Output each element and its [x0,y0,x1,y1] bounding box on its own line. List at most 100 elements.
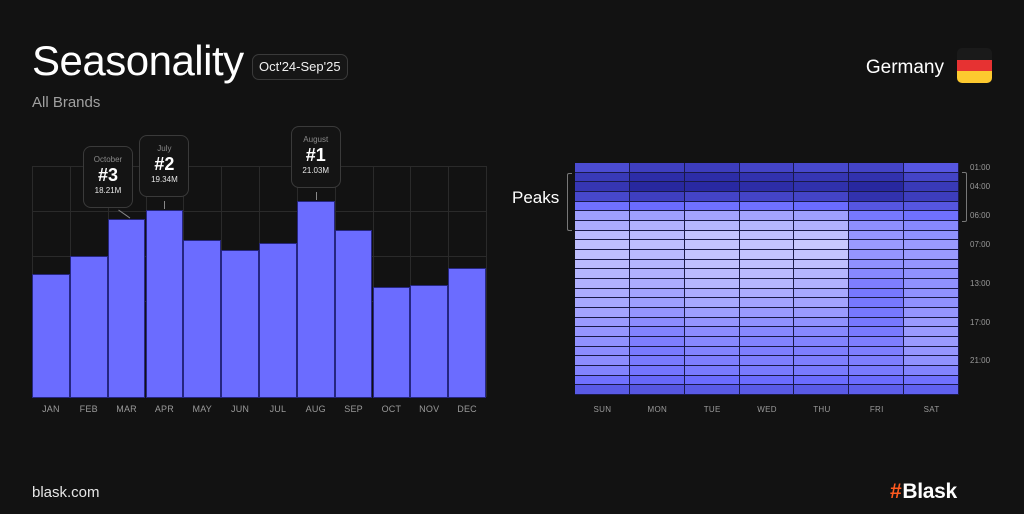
bar-sep[interactable] [334,230,373,398]
heatmap-cell[interactable] [904,298,959,308]
heatmap-cell[interactable] [684,201,740,212]
heatmap-cell[interactable] [684,230,740,241]
bar-feb[interactable] [69,255,108,399]
heatmap-cell[interactable] [904,337,959,347]
heatmap-cell[interactable] [575,230,630,241]
heatmap-cell[interactable] [739,182,795,192]
heatmap-cell[interactable] [849,317,905,328]
heatmap-cell[interactable] [739,337,795,347]
heatmap-cell[interactable] [849,327,905,337]
heatmap-cell[interactable] [629,356,685,366]
heatmap-cell[interactable] [575,346,630,357]
heatmap-cell[interactable] [849,346,905,357]
heatmap-cell[interactable] [904,366,959,376]
heatmap-cell[interactable] [575,308,630,318]
heatmap-cell[interactable] [684,346,740,357]
heatmap-cell[interactable] [629,385,685,395]
heatmap-cell[interactable] [575,211,630,221]
heatmap-cell[interactable] [849,172,905,183]
heatmap-cell[interactable] [794,346,850,357]
heatmap-cell[interactable] [629,317,685,328]
bar-mar[interactable] [107,219,146,398]
heatmap-cell[interactable] [739,385,795,395]
heatmap-cell[interactable] [575,259,630,270]
heatmap-cell[interactable] [629,259,685,270]
bar-nov[interactable] [410,284,449,399]
heatmap-cell[interactable] [629,337,685,347]
heatmap-cell[interactable] [794,211,850,221]
heatmap-cell[interactable] [629,279,685,289]
heatmap-cell[interactable] [739,298,795,308]
heatmap-cell[interactable] [575,356,630,366]
heatmap-cell[interactable] [684,279,740,289]
heatmap-cell[interactable] [794,356,850,366]
heatmap-cell[interactable] [684,250,740,260]
heatmap-cell[interactable] [794,250,850,260]
heatmap-cell[interactable] [849,298,905,308]
heatmap-cell[interactable] [684,298,740,308]
heatmap-cell[interactable] [739,211,795,221]
heatmap-cell[interactable] [575,269,630,279]
heatmap-cell[interactable] [794,366,850,376]
heatmap-cell[interactable] [739,279,795,289]
heatmap-cell[interactable] [575,337,630,347]
heatmap-cell[interactable] [684,337,740,347]
heatmap-cell[interactable] [794,385,850,395]
heatmap-cell[interactable] [849,250,905,260]
heatmap-cell[interactable] [849,192,905,202]
heatmap-cell[interactable] [684,172,740,183]
heatmap-cell[interactable] [904,182,959,192]
heatmap-cell[interactable] [575,327,630,337]
heatmap-cell[interactable] [904,211,959,221]
bar-apr[interactable] [145,210,184,398]
heatmap-cell[interactable] [629,327,685,337]
heatmap-cell[interactable] [794,192,850,202]
heatmap-cell[interactable] [629,230,685,241]
bar-oct[interactable] [372,287,411,398]
heatmap-cell[interactable] [629,240,685,250]
heatmap-cell[interactable] [794,230,850,241]
heatmap-cell[interactable] [794,327,850,337]
heatmap-cell[interactable] [629,201,685,212]
heatmap-cell[interactable] [684,259,740,270]
heatmap-cell[interactable] [739,308,795,318]
bar-jul[interactable] [259,242,297,399]
heatmap-cell[interactable] [904,288,959,299]
heatmap-cell[interactable] [684,182,740,192]
bar-jun[interactable] [221,250,259,398]
heatmap-cell[interactable] [904,356,959,366]
heatmap-cell[interactable] [849,375,905,386]
heatmap-cell[interactable] [629,375,685,386]
heatmap-cell[interactable] [849,201,905,212]
heatmap-cell[interactable] [575,317,630,328]
heatmap-cell[interactable] [739,250,795,260]
heatmap-cell[interactable] [794,221,850,231]
heatmap-cell[interactable] [794,172,850,183]
heatmap-cell[interactable] [575,172,630,183]
heatmap-cell[interactable] [794,308,850,318]
heatmap-cell[interactable] [739,327,795,337]
heatmap-cell[interactable] [739,366,795,376]
heatmap-cell[interactable] [575,163,630,173]
heatmap-cell[interactable] [739,240,795,250]
heatmap-cell[interactable] [849,337,905,347]
heatmap-cell[interactable] [684,288,740,299]
heatmap-cell[interactable] [849,308,905,318]
heatmap-cell[interactable] [794,269,850,279]
heatmap-cell[interactable] [684,240,740,250]
heatmap-cell[interactable] [629,221,685,231]
heatmap-cell[interactable] [904,163,959,173]
heatmap-cell[interactable] [739,163,795,173]
heatmap-cell[interactable] [684,317,740,328]
heatmap-cell[interactable] [794,298,850,308]
heatmap-cell[interactable] [794,317,850,328]
heatmap-cell[interactable] [849,385,905,395]
heatmap-cell[interactable] [849,182,905,192]
heatmap-cell[interactable] [575,279,630,289]
heatmap-cell[interactable] [849,288,905,299]
heatmap-cell[interactable] [684,356,740,366]
heatmap-cell[interactable] [794,240,850,250]
heatmap-cell[interactable] [904,230,959,241]
heatmap-cell[interactable] [575,192,630,202]
heatmap-cell[interactable] [575,375,630,386]
